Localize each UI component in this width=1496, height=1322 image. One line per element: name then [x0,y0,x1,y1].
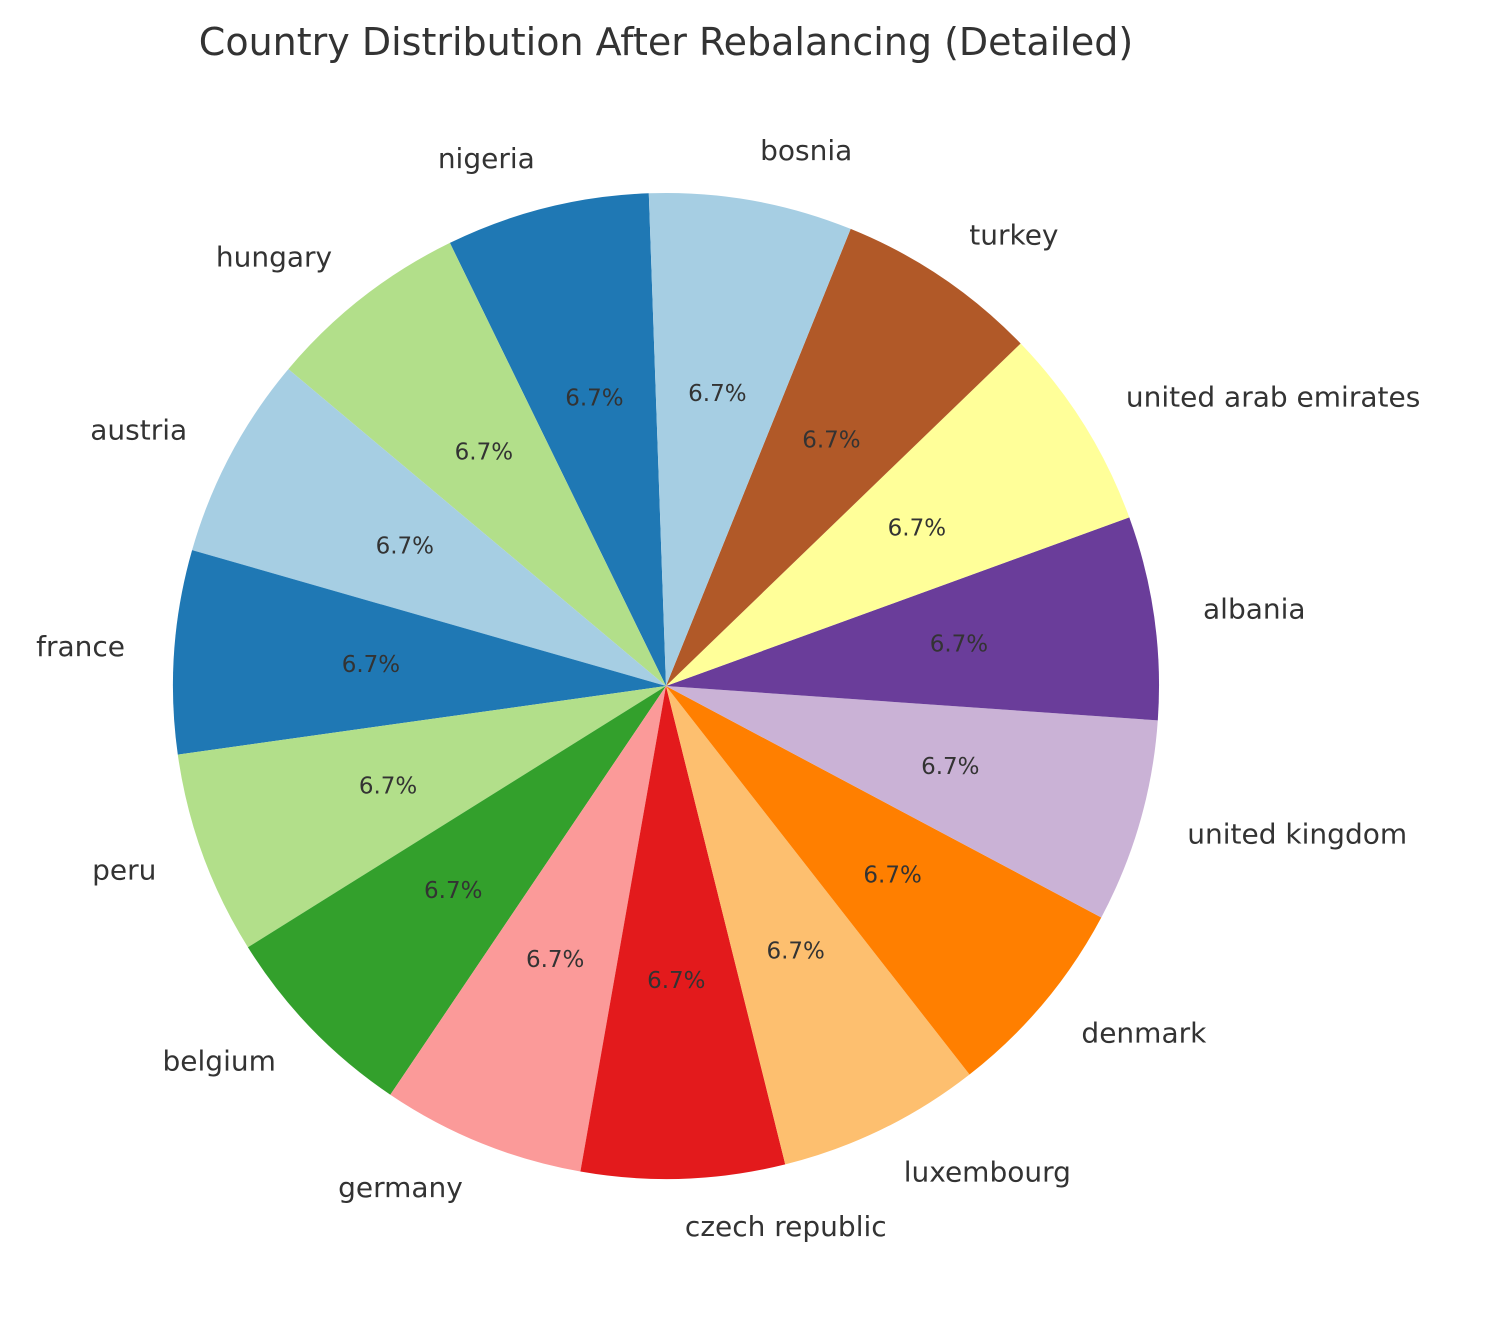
slice-percent-label: 6.7% [342,652,400,678]
slice-label: united kingdom [1187,817,1407,850]
slice-label: turkey [969,218,1058,251]
slice-percent-label: 6.7% [802,427,860,453]
slice-label: luxembourg [904,1155,1071,1188]
slice-percent-label: 6.7% [647,968,705,994]
slice-percent-label: 6.7% [921,754,979,780]
pie-slice-turkey [666,228,1021,686]
pie-slice-luxembourg [666,686,970,1165]
slice-label: denmark [1081,1017,1207,1050]
slice-label: hungary [216,241,332,274]
pie-slice-united-arab-emirates [666,343,1130,686]
pie-slice-peru [177,686,666,948]
slice-percent-label: 6.7% [376,534,434,560]
slice-label: austria [90,413,187,446]
pie-slices [173,193,1159,1179]
slice-percent-label: 6.7% [359,774,417,800]
slice-label: belgium [163,1045,276,1078]
slice-label: czech republic [685,1210,887,1243]
slice-label: peru [92,853,156,886]
slice-percent-label: 6.7% [863,863,921,889]
pie-slice-hungary [288,242,666,686]
slice-percent-label: 6.7% [888,516,946,542]
pie-slice-austria [192,369,667,686]
pie-slice-nigeria [449,193,666,686]
pie-slice-germany [390,686,666,1172]
pie-slice-bosnia [648,193,851,686]
slice-label: france [36,630,125,663]
slice-percent-label: 6.7% [930,631,988,657]
slice-percent-label: 6.7% [766,938,824,964]
slice-label: germany [338,1171,463,1204]
pie-labels: nigeria 6.7% hungary 6.7% austria 6.7% france 6… [36,134,1420,1243]
pie-slice-albania [666,517,1159,721]
pie-slice-united-kingdom [666,686,1158,918]
slice-label: nigeria [438,142,535,175]
slice-label: albania [1203,593,1306,626]
chart-title: Country Distribution After Rebalancing (… [199,20,1133,64]
pie-slice-czech-republic [580,686,786,1179]
slice-percent-label: 6.7% [455,439,513,465]
slice-percent-label: 6.7% [424,878,482,904]
pie-slice-france [173,550,666,755]
pie-slice-belgium [247,686,666,1095]
slice-percent-label: 6.7% [688,381,746,407]
slice-label: united arab emirates [1126,381,1420,414]
slice-percent-label: 6.7% [565,385,623,411]
slice-percent-label: 6.7% [526,947,584,973]
pie-slice-denmark [666,686,1102,1075]
slice-label: bosnia [760,134,852,167]
